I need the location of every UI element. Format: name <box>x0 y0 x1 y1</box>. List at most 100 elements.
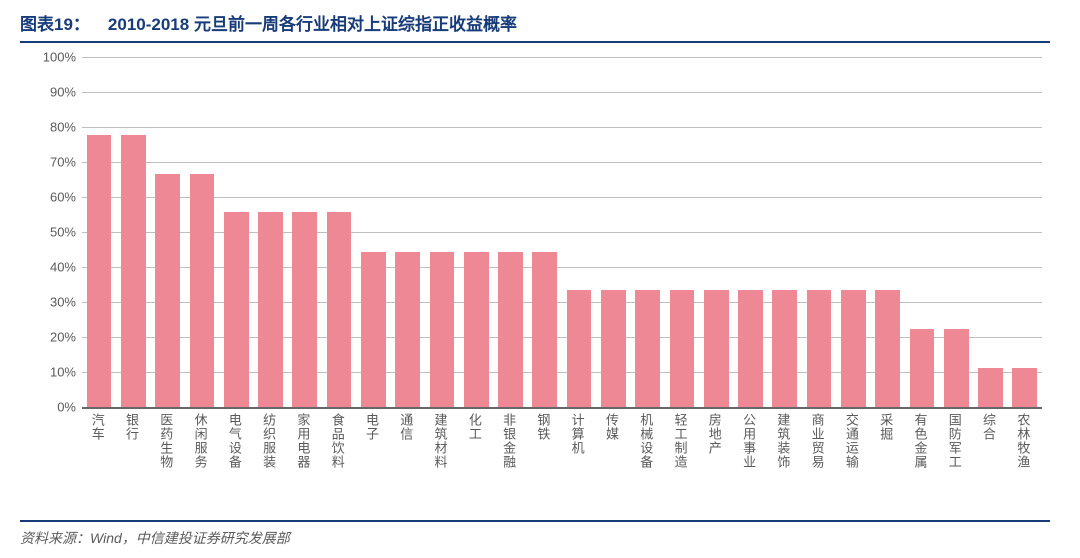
x-tick-label: 农林牧渔 <box>1013 413 1032 469</box>
x-tick-label: 房地产 <box>705 413 724 455</box>
x-label-slot: 计算机 <box>562 413 596 523</box>
bar <box>670 290 695 407</box>
x-label-slot: 家用电器 <box>288 413 322 523</box>
bar-slot <box>631 57 665 407</box>
y-tick-label: 0% <box>26 400 76 415</box>
bar <box>430 252 455 407</box>
x-label-slot: 国防军工 <box>939 413 973 523</box>
x-tick-label: 化工 <box>465 413 484 441</box>
bar <box>978 368 1003 407</box>
bar-slot <box>1008 57 1042 407</box>
bar <box>464 252 489 407</box>
x-tick-label: 家用电器 <box>293 413 312 469</box>
y-tick-label: 100% <box>26 50 76 65</box>
bar <box>601 290 626 407</box>
x-tick-label: 食品饮料 <box>328 413 347 469</box>
bar <box>841 290 866 407</box>
bar-slot <box>939 57 973 407</box>
bar <box>258 212 283 407</box>
bar <box>87 135 112 407</box>
x-tick-label: 休闲服务 <box>191 413 210 469</box>
bar-slot <box>288 57 322 407</box>
bar-slot <box>459 57 493 407</box>
bar <box>944 329 969 407</box>
bar-slot <box>596 57 630 407</box>
x-tick-label: 建筑装饰 <box>773 413 792 469</box>
bar-slot <box>493 57 527 407</box>
bar <box>327 212 352 407</box>
bar <box>875 290 900 407</box>
x-label-slot: 医药生物 <box>151 413 185 523</box>
chart-plot-area: 0%10%20%30%40%50%60%70%80%90%100% <box>82 57 1042 407</box>
figure-label: 图表19： <box>20 10 90 35</box>
x-tick-label: 机械设备 <box>636 413 655 469</box>
x-label-slot: 食品饮料 <box>322 413 356 523</box>
bar <box>910 329 935 407</box>
x-label-slot: 有色金属 <box>905 413 939 523</box>
x-label-slot: 机械设备 <box>631 413 665 523</box>
x-tick-label: 商业贸易 <box>808 413 827 469</box>
x-label-slot: 非银金融 <box>493 413 527 523</box>
bar-slot <box>219 57 253 407</box>
x-label-slot: 商业贸易 <box>802 413 836 523</box>
x-tick-label: 银行 <box>122 413 141 441</box>
bar-slot <box>905 57 939 407</box>
x-label-slot: 汽车 <box>82 413 116 523</box>
x-tick-label: 纺织服装 <box>259 413 278 469</box>
x-tick-label: 公用事业 <box>739 413 758 469</box>
bar <box>704 290 729 407</box>
bar <box>635 290 660 407</box>
bar-slot <box>973 57 1007 407</box>
bar <box>1012 368 1037 407</box>
x-label-slot: 电子 <box>356 413 390 523</box>
bar-slot <box>151 57 185 407</box>
bar <box>532 252 557 407</box>
source-row: 资料来源：Wind，中信建投证券研究发展部 <box>20 520 1050 548</box>
x-tick-label: 通信 <box>396 413 415 441</box>
bar-slot <box>528 57 562 407</box>
bar-slot <box>562 57 596 407</box>
y-tick-label: 20% <box>26 330 76 345</box>
y-tick-label: 90% <box>26 85 76 100</box>
x-tick-label: 采掘 <box>876 413 895 441</box>
bar <box>190 174 215 407</box>
bar-slot <box>356 57 390 407</box>
bar <box>807 290 832 407</box>
bar-slot <box>733 57 767 407</box>
x-tick-label: 医药生物 <box>156 413 175 469</box>
bar-slot <box>185 57 219 407</box>
x-label-slot: 综合 <box>973 413 1007 523</box>
y-tick-label: 30% <box>26 295 76 310</box>
x-label-slot: 纺织服装 <box>253 413 287 523</box>
bar-slot <box>836 57 870 407</box>
bar-slot <box>665 57 699 407</box>
x-label-slot: 农林牧渔 <box>1008 413 1042 523</box>
x-tick-label: 交通运输 <box>842 413 861 469</box>
x-label-slot: 休闲服务 <box>185 413 219 523</box>
source-text: 资料来源：Wind，中信建投证券研究发展部 <box>20 530 290 546</box>
x-tick-label: 建筑材料 <box>431 413 450 469</box>
x-label-slot: 交通运输 <box>836 413 870 523</box>
gridline <box>82 407 1042 409</box>
x-label-slot: 采掘 <box>870 413 904 523</box>
x-tick-label: 电子 <box>362 413 381 441</box>
bar-slot <box>322 57 356 407</box>
x-tick-label: 计算机 <box>568 413 587 455</box>
x-tick-label: 国防军工 <box>945 413 964 469</box>
figure-container: 图表19： 2010-2018 元旦前一周各行业相对上证综指正收益概率 0%10… <box>0 0 1080 558</box>
bar-slot <box>768 57 802 407</box>
x-label-slot: 建筑材料 <box>425 413 459 523</box>
x-tick-label: 综合 <box>979 413 998 441</box>
x-label-slot: 轻工制造 <box>665 413 699 523</box>
bar-slot <box>116 57 150 407</box>
bar-slot <box>870 57 904 407</box>
x-label-slot: 建筑装饰 <box>768 413 802 523</box>
y-tick-label: 70% <box>26 155 76 170</box>
bar <box>361 252 386 407</box>
x-label-slot: 银行 <box>116 413 150 523</box>
bar <box>121 135 146 407</box>
bar <box>292 212 317 407</box>
figure-title: 2010-2018 元旦前一周各行业相对上证综指正收益概率 <box>108 10 517 35</box>
bar <box>772 290 797 407</box>
x-label-slot: 电气设备 <box>219 413 253 523</box>
